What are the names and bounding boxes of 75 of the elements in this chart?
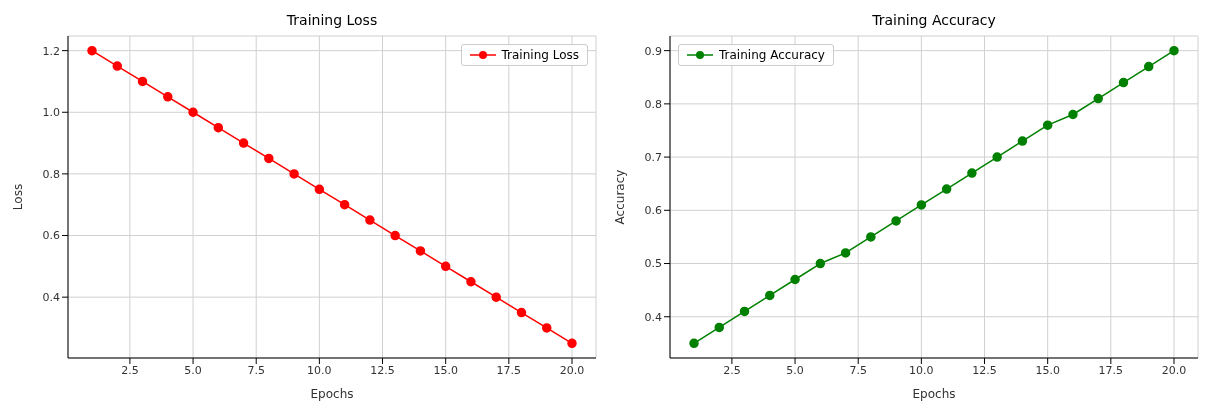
point [891, 216, 901, 226]
point [314, 184, 325, 195]
x-tick-label: 17.5 [1098, 363, 1124, 377]
point [567, 338, 577, 349]
point [1093, 93, 1103, 104]
point [188, 107, 198, 118]
point [714, 322, 725, 333]
x-tick-label: 20.0 [559, 363, 585, 377]
point [112, 61, 123, 71]
y-tick-label: 0.6 [644, 204, 662, 218]
point [840, 248, 851, 258]
point [1118, 77, 1129, 88]
point [516, 307, 527, 318]
x-tick-label: 10.0 [909, 363, 934, 377]
point [440, 261, 451, 272]
y-tick-label: 1.2 [42, 44, 60, 58]
chart-title: Training Loss [285, 12, 379, 28]
point [415, 246, 426, 256]
point [289, 169, 299, 179]
x-tick-label: 2.5 [121, 363, 139, 377]
point [967, 168, 977, 178]
x-tick-label: 7.5 [849, 363, 867, 377]
y-tick-label: 0.8 [644, 97, 662, 111]
point [339, 199, 350, 210]
point [739, 306, 750, 317]
point [491, 292, 501, 302]
y-tick-label: 0.5 [644, 257, 662, 271]
y-tick-label: 0.8 [42, 167, 60, 181]
y-axis-title: Loss [11, 183, 26, 211]
point [815, 258, 826, 269]
x-tick-label: 2.5 [723, 363, 741, 377]
y-tick-label: 0.7 [644, 150, 662, 164]
x-axis-title: Epochs [310, 387, 354, 401]
point [765, 290, 775, 301]
point [1143, 61, 1154, 72]
x-tick-label: 7.5 [247, 363, 265, 377]
x-tick-label: 15.0 [1035, 363, 1060, 377]
point [866, 232, 876, 242]
point [916, 200, 927, 210]
legend-label: Training Accuracy [719, 48, 825, 62]
y-tick-label: 0.6 [42, 229, 60, 243]
point [365, 215, 375, 225]
point [1042, 120, 1053, 130]
point [790, 274, 800, 285]
point [941, 184, 952, 194]
point [541, 323, 552, 333]
point [163, 92, 173, 102]
x-tick-label: 15.0 [433, 363, 458, 377]
y-tick-label: 0.4 [42, 291, 60, 305]
x-axis-title: Epochs [912, 387, 956, 401]
point [264, 153, 274, 164]
chart-title: Training Accuracy [871, 12, 997, 28]
point [137, 76, 148, 87]
point [87, 45, 97, 56]
x-tick-label: 12.5 [972, 363, 997, 377]
point [466, 276, 476, 287]
x-tick-label: 12.5 [370, 363, 395, 377]
x-tick-label: 10.0 [307, 363, 332, 377]
point [1068, 109, 1078, 120]
x-tick-label: 20.0 [1161, 363, 1187, 377]
y-axis-title: Accuracy [613, 169, 628, 225]
y-tick-label: 0.4 [644, 310, 662, 324]
point [213, 122, 224, 133]
point [992, 152, 1002, 162]
legend-label: Training Loss [501, 48, 579, 62]
point [689, 338, 699, 349]
y-tick-label: 1.0 [42, 106, 60, 120]
y-tick-label: 0.9 [644, 44, 662, 58]
x-tick-label: 5.0 [184, 363, 202, 377]
point [1017, 136, 1028, 146]
point [238, 138, 249, 148]
x-tick-label: 17.5 [496, 363, 522, 377]
point [1169, 45, 1179, 56]
x-tick-label: 5.0 [786, 363, 804, 377]
point [390, 230, 400, 241]
